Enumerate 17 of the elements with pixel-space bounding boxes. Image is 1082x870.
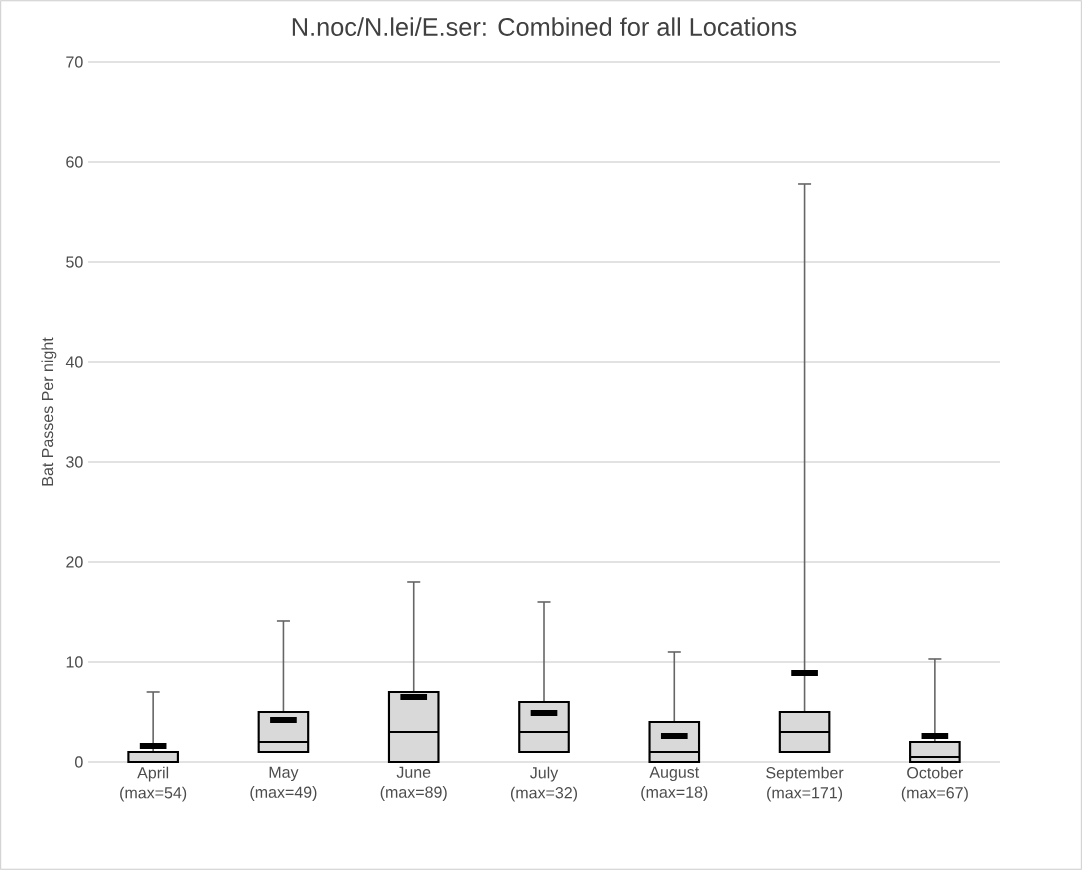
y-axis-title: Bat Passes Per night <box>41 337 57 486</box>
x-tick-label: May (max=49) <box>250 766 317 802</box>
y-tick-label: 70 <box>66 56 83 68</box>
x-tick-label: August (max=18) <box>641 766 708 802</box>
y-tick-label: 30 <box>66 456 83 468</box>
y-tick-label: 20 <box>66 556 83 568</box>
x-tick-label: September (max=171) <box>766 766 844 802</box>
y-tick-label: 10 <box>66 656 83 668</box>
y-tick-label: 60 <box>66 156 83 168</box>
chart-title: N.noc/N.lei/E.ser: Combined for all Locations <box>292 17 797 36</box>
x-tick-label: April (max=54) <box>120 766 187 802</box>
x-tick-label: July (max=32) <box>510 766 578 802</box>
y-tick-label: 50 <box>66 256 83 268</box>
x-tick-label: June (max=89) <box>380 766 447 802</box>
y-tick-label: 40 <box>65 356 83 368</box>
x-tick-label: October (max=67) <box>901 766 968 802</box>
y-tick-label: 0 <box>75 756 83 768</box>
